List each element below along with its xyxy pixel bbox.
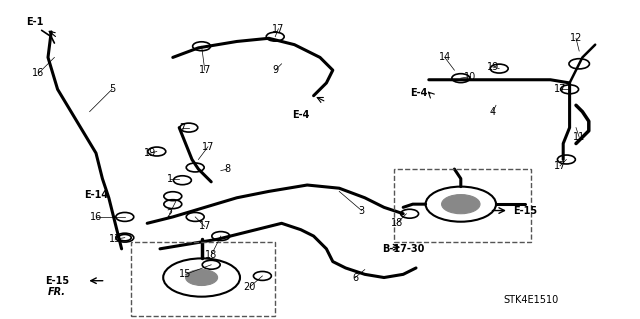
Text: 18: 18: [205, 250, 218, 260]
Text: E-1: E-1: [26, 17, 44, 27]
Text: 17: 17: [272, 24, 285, 34]
Text: 4: 4: [490, 107, 496, 117]
Text: 17: 17: [198, 221, 211, 232]
Circle shape: [186, 270, 218, 286]
Text: 11: 11: [573, 132, 586, 142]
Text: 16: 16: [32, 68, 45, 78]
Text: 8: 8: [224, 164, 230, 174]
Text: 19: 19: [144, 148, 157, 158]
Text: FR.: FR.: [48, 287, 66, 297]
Text: 13: 13: [109, 234, 122, 244]
Text: 7: 7: [179, 122, 186, 133]
Text: 18: 18: [390, 218, 403, 228]
Text: E-15: E-15: [45, 276, 70, 286]
Text: 3: 3: [358, 205, 365, 216]
Text: 19: 19: [486, 62, 499, 72]
Text: 16: 16: [90, 212, 102, 222]
Text: 12: 12: [570, 33, 582, 43]
Text: 9: 9: [272, 65, 278, 75]
Text: E-4: E-4: [410, 87, 428, 98]
Text: 17: 17: [554, 161, 566, 171]
Text: E-14: E-14: [84, 189, 108, 200]
Text: 20: 20: [243, 282, 256, 292]
Text: 2: 2: [166, 209, 173, 219]
Text: E-15: E-15: [513, 205, 537, 216]
Text: 17: 17: [554, 84, 566, 94]
Text: 17: 17: [198, 65, 211, 75]
Text: 14: 14: [438, 52, 451, 63]
Text: E-4: E-4: [292, 110, 310, 120]
Text: 10: 10: [464, 71, 477, 82]
Text: 17: 17: [202, 142, 214, 152]
Circle shape: [442, 195, 480, 214]
Text: 15: 15: [179, 269, 192, 279]
Text: 5: 5: [109, 84, 115, 94]
Text: STK4E1510: STK4E1510: [504, 295, 559, 305]
Text: B-17-30: B-17-30: [382, 244, 424, 254]
Text: 6: 6: [352, 272, 358, 283]
Text: 1: 1: [166, 174, 173, 184]
